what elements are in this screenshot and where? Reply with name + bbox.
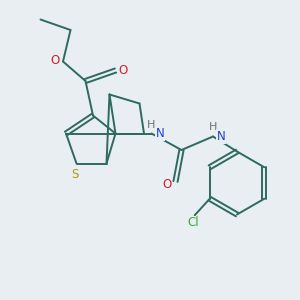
Text: N: N — [155, 127, 164, 140]
Text: Cl: Cl — [188, 216, 199, 229]
Text: O: O — [50, 53, 59, 67]
Text: O: O — [163, 178, 172, 191]
Text: H: H — [147, 119, 156, 130]
Text: N: N — [217, 130, 226, 143]
Text: O: O — [118, 64, 127, 77]
Text: S: S — [71, 167, 79, 181]
Text: H: H — [209, 122, 217, 133]
